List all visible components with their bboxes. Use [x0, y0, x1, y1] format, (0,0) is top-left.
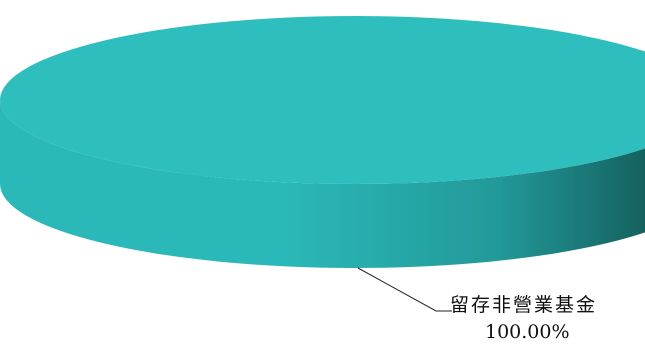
slice-label: 留存非營業基金 [450, 294, 598, 316]
slice-percent-label: 100.00% [485, 321, 570, 343]
pie-slice-top [0, 16, 645, 184]
pie-group [0, 16, 645, 268]
pie-slice-side [0, 100, 645, 268]
leader-line [357, 267, 452, 312]
